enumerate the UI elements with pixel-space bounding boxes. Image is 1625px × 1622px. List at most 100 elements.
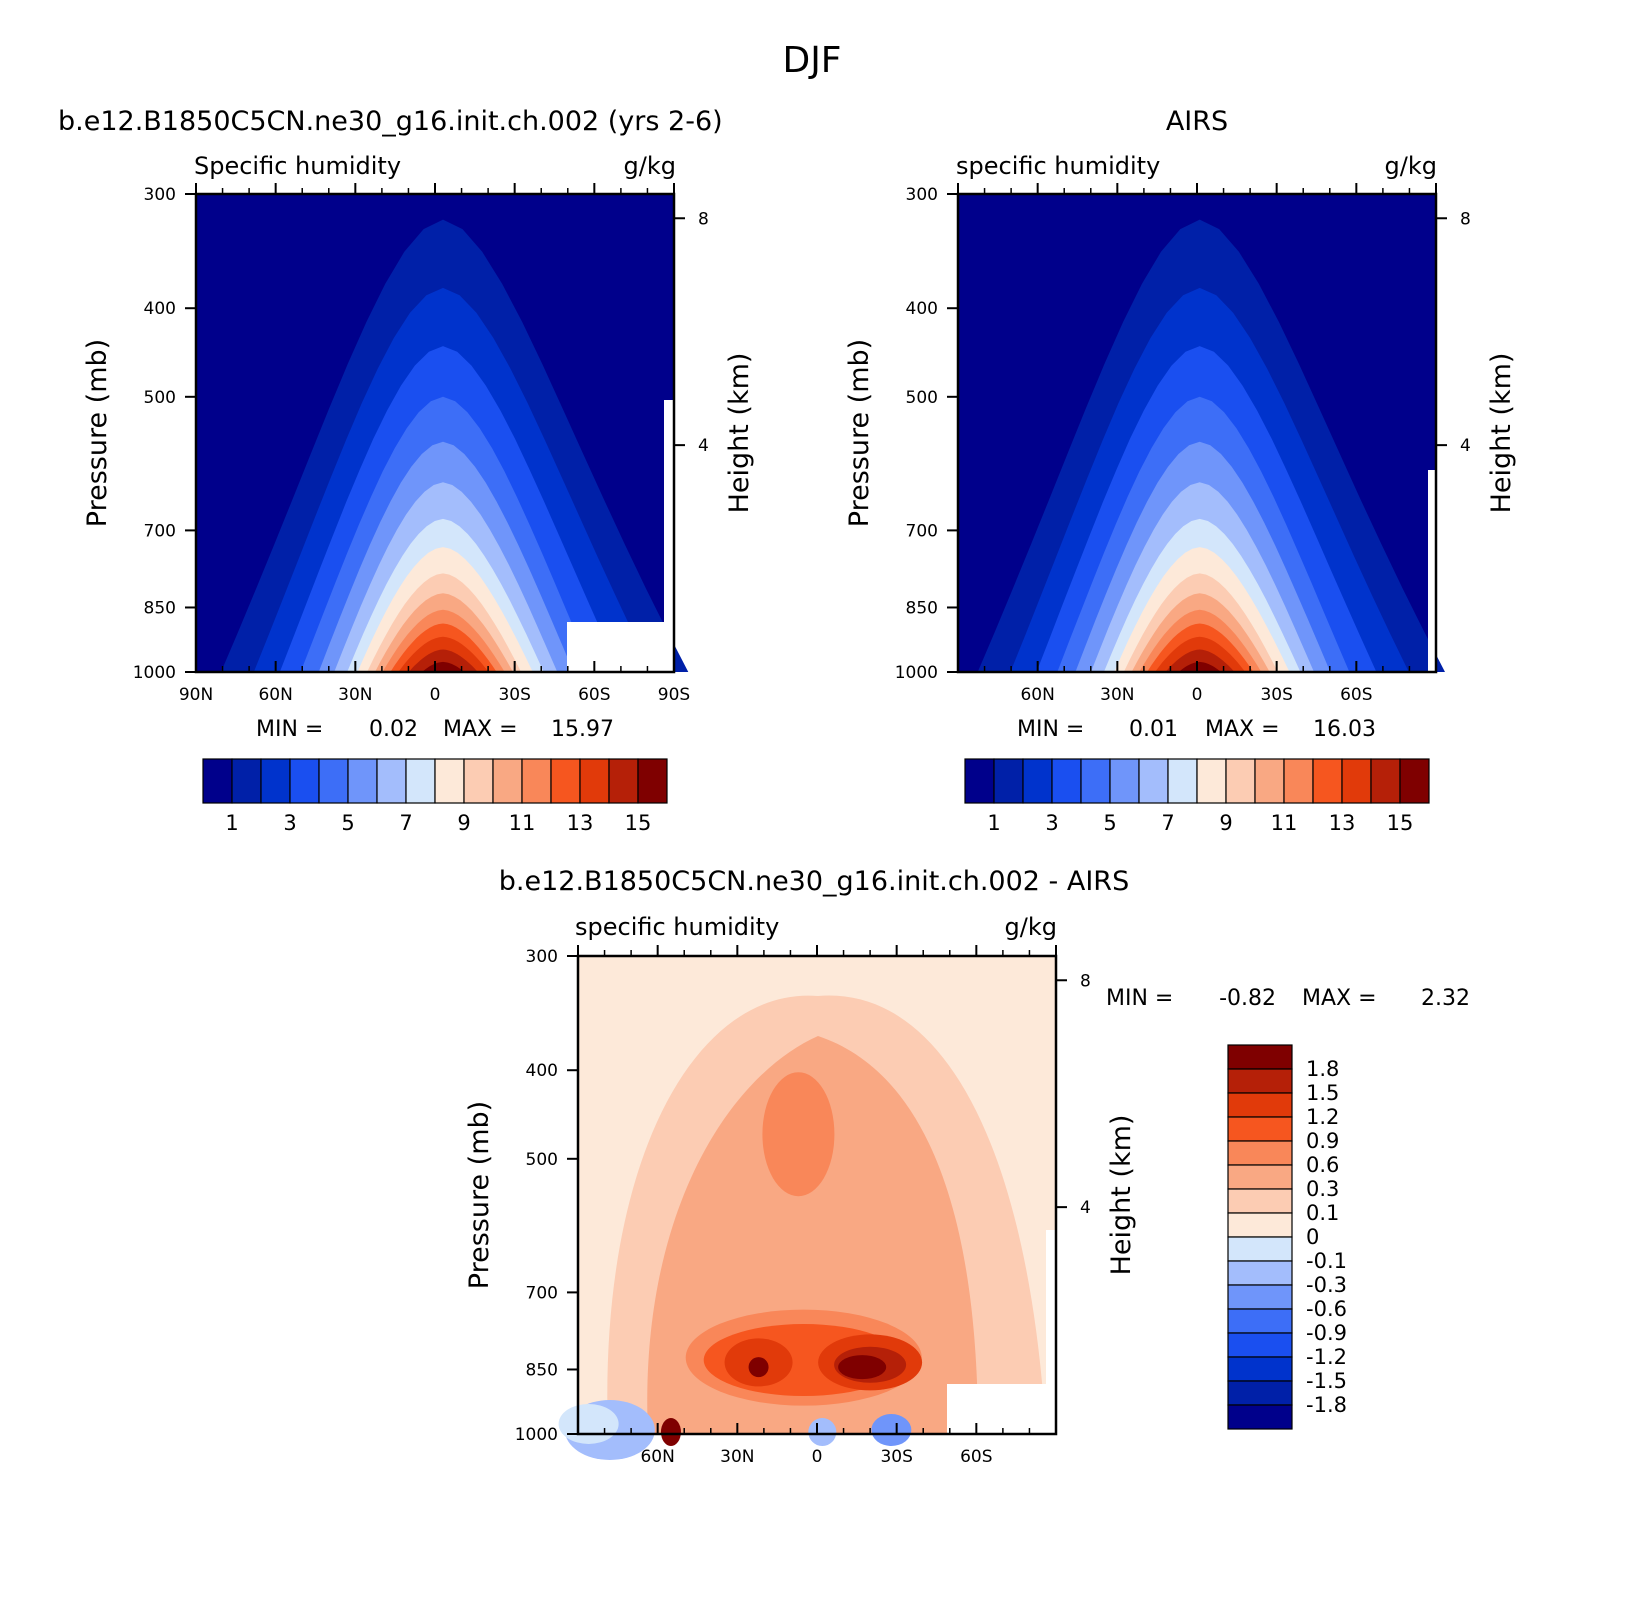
colorbar-swatch <box>1227 1332 1293 1358</box>
colorbar-swatch <box>1341 758 1372 804</box>
x-tick-label: 60N <box>640 1447 674 1467</box>
model-left-label: Specific humidity <box>194 152 401 180</box>
colorbar-swatch <box>1022 758 1053 804</box>
y2-tick-label: 4 <box>698 436 709 456</box>
model-panel: b.e12.B1850C5CN.ne30_g16.init.ch.002 (yr… <box>58 106 755 835</box>
colorbar-label: 7 <box>1161 811 1174 835</box>
colorbar-swatch <box>1283 758 1314 804</box>
colorbar-swatch <box>1227 1188 1293 1214</box>
diff-panel: b.e12.B1850C5CN.ne30_g16.init.ch.002 - A… <box>464 866 1470 1467</box>
colorbar-swatch <box>608 758 639 804</box>
model-contours <box>221 219 689 672</box>
obs-panel: AIRS specific humidity g/kg 60N 30N 0 30S 60… <box>844 106 1517 835</box>
y-tick-label: 400 <box>906 299 938 319</box>
colorbar-swatch <box>318 758 349 804</box>
diff-min-label: MIN = <box>1106 986 1173 1011</box>
model-min-value: 0.02 <box>369 717 418 742</box>
colorbar-swatch <box>1109 758 1140 804</box>
diff-left-label: specific humidity <box>575 913 779 941</box>
obs-y2label: Height (km) <box>1486 353 1517 514</box>
colorbar-swatch <box>964 758 995 804</box>
x-tick-label: 0 <box>1192 685 1203 705</box>
colorbar-label: 15 <box>1387 811 1414 835</box>
colorbar-swatch <box>1227 1092 1293 1118</box>
diff-band-1.8-south <box>838 1355 887 1380</box>
colorbar-swatch <box>1138 758 1169 804</box>
colorbar-swatch <box>202 758 233 804</box>
x-tick-label: 30N <box>338 685 372 705</box>
colorbar-label: -0.3 <box>1306 1273 1347 1297</box>
contour-band-15 <box>421 661 465 672</box>
colorbar-label: 5 <box>341 811 354 835</box>
contour-band-14 <box>408 649 478 672</box>
model-max-label: MAX = <box>443 717 518 742</box>
colorbar-swatch <box>1051 758 1082 804</box>
colorbar-label: 1.2 <box>1306 1105 1339 1129</box>
colorbar-label: 1 <box>987 811 1000 835</box>
colorbar-swatch <box>1254 758 1285 804</box>
model-panel-title: b.e12.B1850C5CN.ne30_g16.init.ch.002 (yr… <box>58 106 723 137</box>
diff-positive-spike <box>660 1418 681 1447</box>
colorbar-label: 15 <box>625 811 652 835</box>
colorbar-swatch <box>1227 1068 1293 1094</box>
diff-plot-area: 60N 30N 0 30S 60S 300 400 500 700 850 1000 8 4 <box>515 945 1091 1467</box>
obs-contours <box>977 219 1445 672</box>
y-tick-label: 850 <box>906 598 938 618</box>
y-tick-label: 1000 <box>515 1425 558 1445</box>
colorbar-swatch <box>1196 758 1227 804</box>
colorbar-swatch <box>289 758 320 804</box>
colorbar-swatch <box>1399 758 1430 804</box>
diff-negative-edge <box>558 1403 619 1444</box>
y-tick-label: 300 <box>906 185 938 205</box>
colorbar-swatch <box>1312 758 1343 804</box>
obs-max-value: 16.03 <box>1313 717 1376 742</box>
model-colorbar: 1 3 5 7 9 11 13 15 <box>202 758 668 835</box>
colorbar-label: 9 <box>457 811 470 835</box>
diff-ticks: 60N 30N 0 30S 60S 300 400 500 700 850 1000 8 4 <box>515 945 1091 1467</box>
x-tick-label: 90N <box>179 685 213 705</box>
obs-ylabel: Pressure (mb) <box>844 339 875 527</box>
diff-colorbar: 1.81.51.20.90.60.30.10-0.1-0.3-0.6-0.9-1… <box>1227 1044 1347 1430</box>
colorbar-label: -1.2 <box>1306 1345 1347 1369</box>
x-tick-label: 30N <box>720 1447 754 1467</box>
colorbar-swatch <box>1227 1140 1293 1166</box>
model-stats: MIN = 0.02 MAX = 15.97 <box>256 717 614 742</box>
obs-plot-area: 60N 30N 0 30S 60S 300 400 500 700 850 1000 8 4 <box>895 183 1471 705</box>
colorbar-swatch <box>1227 1284 1293 1310</box>
model-right-label: g/kg <box>624 152 676 180</box>
colorbar-label: -0.6 <box>1306 1297 1347 1321</box>
colorbar-label: -0.1 <box>1306 1249 1347 1273</box>
colorbar-label: 11 <box>509 811 536 835</box>
figure-title: DJF <box>782 40 841 81</box>
colorbar-swatch <box>1227 1044 1293 1070</box>
x-tick-label: 30S <box>880 1447 912 1467</box>
colorbar-swatch <box>579 758 610 804</box>
colorbar-swatch <box>1227 1164 1293 1190</box>
model-missing-region <box>567 622 674 672</box>
obs-min-value: 0.01 <box>1129 717 1178 742</box>
colorbar-label: -1.5 <box>1306 1369 1347 1393</box>
colorbar-label: 1.8 <box>1306 1057 1339 1081</box>
colorbar-label: 0.1 <box>1306 1201 1339 1225</box>
colorbar-swatch <box>463 758 494 804</box>
y-tick-label: 700 <box>526 1283 558 1303</box>
colorbar-swatch <box>492 758 523 804</box>
obs-right-label: g/kg <box>1385 152 1437 180</box>
x-tick-label: 60N <box>1020 685 1054 705</box>
colorbar-swatch <box>1227 1308 1293 1334</box>
y-tick-label: 500 <box>144 388 176 408</box>
colorbar-swatch <box>521 758 552 804</box>
obs-max-label: MAX = <box>1205 717 1280 742</box>
diff-y2label: Height (km) <box>1106 1115 1137 1276</box>
colorbar-label: 1 <box>225 811 238 835</box>
colorbar-swatch <box>376 758 407 804</box>
x-tick-label: 30S <box>498 685 530 705</box>
colorbar-swatch <box>260 758 291 804</box>
model-min-label: MIN = <box>256 717 323 742</box>
model-max-value: 15.97 <box>551 717 614 742</box>
x-tick-label: 60N <box>258 685 292 705</box>
colorbar-label: 3 <box>1045 811 1058 835</box>
colorbar-label: 5 <box>1103 811 1116 835</box>
y2-tick-label: 4 <box>1080 1198 1091 1218</box>
diff-ylabel: Pressure (mb) <box>464 1101 495 1289</box>
